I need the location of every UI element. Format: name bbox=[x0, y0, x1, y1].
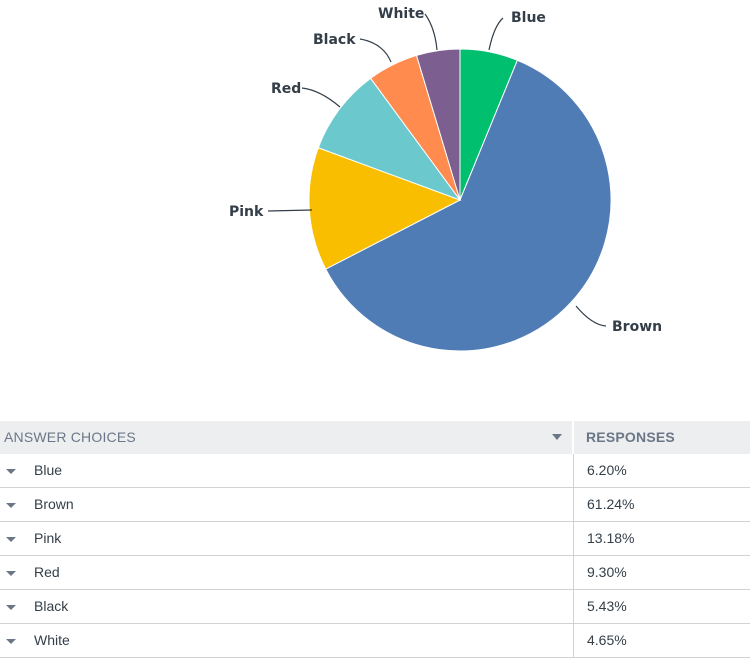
answer-choice: White bbox=[34, 632, 70, 648]
header-divider bbox=[572, 421, 574, 454]
sort-chevron-down-icon[interactable] bbox=[552, 434, 562, 440]
answer-choice: Pink bbox=[34, 530, 62, 546]
column-divider bbox=[573, 590, 574, 623]
table-row: Blue 6.20% bbox=[0, 454, 750, 488]
answer-choice: Black bbox=[34, 598, 69, 614]
response-percent: 13.18% bbox=[587, 530, 635, 546]
responses-table: ANSWER CHOICES RESPONSES Blue 6.20% Brow… bbox=[0, 421, 750, 658]
slice-label-red: Red bbox=[271, 81, 301, 97]
table-row: Brown 61.24% bbox=[0, 488, 750, 522]
leader-line-brown bbox=[575, 305, 607, 327]
table-row: Pink 13.18% bbox=[0, 522, 750, 556]
leader-line-blue bbox=[488, 17, 504, 51]
response-percent: 5.43% bbox=[587, 598, 627, 614]
leader-line-black bbox=[359, 38, 392, 63]
slice-label-white: White bbox=[378, 6, 424, 22]
slice-label-pink: Pink bbox=[229, 204, 264, 220]
column-divider bbox=[573, 488, 574, 521]
pie-slice-white[interactable] bbox=[415, 48, 461, 201]
leader-line-pink bbox=[267, 209, 313, 212]
column-divider bbox=[573, 522, 574, 555]
pie-slice-pink[interactable] bbox=[308, 147, 462, 270]
answer-choice: Blue bbox=[34, 462, 63, 478]
expand-caret-icon[interactable] bbox=[6, 537, 16, 542]
pie-slice-red[interactable] bbox=[317, 77, 462, 202]
expand-caret-icon[interactable] bbox=[6, 503, 16, 508]
pie-slice-brown[interactable] bbox=[325, 59, 612, 352]
answer-choices-header[interactable]: ANSWER CHOICES bbox=[4, 429, 136, 445]
column-divider bbox=[573, 556, 574, 589]
responses-header[interactable]: RESPONSES bbox=[586, 429, 675, 445]
leader-line-red bbox=[301, 87, 341, 108]
answer-choice: Red bbox=[34, 564, 60, 580]
answer-choice: Brown bbox=[34, 496, 74, 512]
pie-chart: Blue Brown Pink Red Black White bbox=[229, 6, 662, 352]
expand-caret-icon[interactable] bbox=[6, 605, 16, 610]
leader-line-white bbox=[424, 13, 438, 51]
slice-label-blue: Blue bbox=[511, 10, 546, 26]
expand-caret-icon[interactable] bbox=[6, 469, 16, 474]
table-row: Red 9.30% bbox=[0, 556, 750, 590]
slice-label-brown: Brown bbox=[612, 319, 662, 335]
response-percent: 61.24% bbox=[587, 496, 635, 512]
expand-caret-icon[interactable] bbox=[6, 639, 16, 644]
response-percent: 4.65% bbox=[587, 632, 627, 648]
column-divider bbox=[573, 454, 574, 487]
table-row: Black 5.43% bbox=[0, 590, 750, 624]
pie-slices bbox=[308, 48, 612, 352]
slice-label-black: Black bbox=[313, 32, 356, 48]
expand-caret-icon[interactable] bbox=[6, 571, 16, 576]
response-percent: 9.30% bbox=[587, 564, 627, 580]
column-divider bbox=[573, 624, 574, 657]
table-header: ANSWER CHOICES RESPONSES bbox=[0, 421, 750, 454]
response-percent: 6.20% bbox=[587, 462, 627, 478]
